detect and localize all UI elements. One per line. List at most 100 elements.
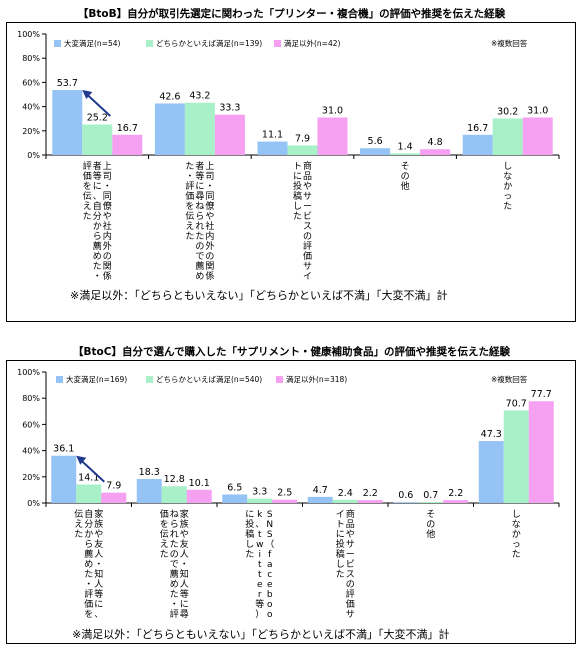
bar [332, 499, 358, 503]
data-label: 43.2 [189, 91, 210, 102]
data-label: 2.2 [448, 488, 463, 499]
data-label: 53.7 [57, 78, 78, 89]
x-category-label: 上司・同僚や社内外の関係者等に尋ねられたので薦めた・評価を伝えた [185, 161, 214, 282]
bar [462, 134, 493, 155]
data-label: 5.6 [368, 136, 383, 147]
data-label: 2.5 [277, 488, 292, 499]
bar [420, 149, 451, 155]
y-tick-label: 60% [22, 420, 40, 429]
data-label: 18.3 [139, 467, 160, 478]
legend-swatch [276, 376, 283, 383]
data-label: 47.3 [481, 429, 502, 440]
data-label: 31.0 [322, 105, 343, 116]
legend-entry: 大変満足(n=169) [66, 374, 127, 384]
data-label: 30.2 [497, 106, 518, 117]
data-label: 70.7 [506, 398, 527, 409]
bar [161, 486, 187, 503]
chart2-plot: 0% 20% 40% 60% 80% 100% 36.1 14.1 7.9 家族や友人・知人等に、… [17, 368, 560, 620]
data-label: 25.2 [87, 113, 108, 124]
bar [52, 90, 83, 155]
bar [528, 401, 554, 503]
chart2-title: 【BtoC】自分で選んで購入した「サプリメント・健康補助食品」の評価や推奨を伝え… [73, 346, 510, 358]
chart1-frame [6, 22, 576, 322]
x-category-label: S N S （f a c e b o ok、 t w i t t e r 等）に投稿した [245, 509, 274, 620]
bar [257, 141, 288, 155]
chart2-footnote: ※満足以外：「どちらともいえない」「どちらかといえば不満」「大変不満」計 [72, 628, 450, 641]
data-label: 4.8 [428, 137, 443, 148]
data-label: 11.1 [262, 130, 283, 141]
x-category-label: その他 [401, 161, 410, 192]
legend-swatch [146, 376, 153, 383]
bar [357, 500, 383, 503]
bar [222, 494, 248, 503]
y-tick-label: 0% [27, 499, 40, 508]
data-label: 7.9 [106, 481, 121, 492]
x-category-label: 商品やサービスの評価サイトに投稿した [293, 160, 312, 282]
chart1-footnote: ※満足以外：「どちらともいえない」「どちらかといえば不満」「大変不満」計 [70, 289, 448, 302]
bar [492, 118, 523, 155]
y-tick-label: 60% [22, 78, 40, 87]
legend-swatch [54, 40, 61, 47]
chart1-title: 【BtoB】自分が取引先選定に関わった「プリンター・複合機」の評価や推奨を伝えた… [77, 8, 506, 20]
data-label: 10.1 [189, 478, 210, 489]
bar [503, 410, 529, 503]
y-tick-label: 40% [22, 103, 40, 112]
x-category-label: 家族や友人・知人等に尋ねられたので薦めた・評価を伝えた [160, 508, 189, 620]
data-label: 7.9 [295, 133, 310, 144]
bar [112, 134, 143, 155]
x-category-label: 商品やサービスの評価サイトに投稿した [336, 508, 355, 620]
data-label: 36.1 [53, 444, 74, 455]
chart1-plot: 0% 20% 40% 60% 80% 100% 53.7 25.2 16.7 上司・同僚や社内外の… [17, 30, 560, 282]
y-tick-label: 20% [22, 127, 40, 136]
y-tick-label: 40% [22, 447, 40, 456]
bar [360, 148, 391, 155]
data-label: 1.4 [398, 141, 413, 152]
data-label: 0.6 [398, 490, 413, 501]
data-label: 16.7 [467, 123, 488, 134]
x-category-label: しなかった [503, 161, 512, 212]
x-category-label: しなかった [512, 509, 521, 560]
legend-entry: どちらかといえば満足(n=139) [156, 39, 262, 48]
bar [214, 114, 245, 155]
data-label: 16.7 [117, 123, 138, 134]
data-label: 12.8 [164, 474, 185, 485]
data-label: 2.4 [338, 488, 353, 499]
data-label: 3.3 [252, 487, 267, 498]
legend-swatch [146, 40, 153, 47]
bar [136, 479, 162, 503]
bar [390, 153, 421, 155]
bar [82, 124, 113, 155]
y-tick-label: 100% [17, 30, 40, 39]
bar [522, 117, 553, 155]
data-label: 14.1 [78, 473, 99, 484]
bar [317, 117, 348, 155]
multiple-answer-note: ※複数回答 [491, 374, 528, 384]
bar [443, 500, 469, 503]
legend-swatch [56, 376, 63, 383]
multiple-answer-note: ※複数回答 [491, 38, 528, 48]
data-label: 77.7 [531, 389, 552, 400]
bar [272, 499, 298, 503]
bar [393, 502, 419, 503]
bar [307, 496, 333, 503]
data-label: 4.7 [313, 485, 328, 496]
bar [184, 102, 215, 155]
data-label: 2.2 [363, 488, 378, 499]
legend-entry: 満足以外(n=42) [284, 38, 341, 48]
data-label: 31.0 [527, 105, 548, 116]
bar [247, 498, 273, 503]
y-tick-label: 80% [22, 54, 40, 63]
data-label: 42.6 [159, 91, 180, 102]
legend-entry: 大変満足(n=54) [64, 38, 121, 48]
bar [418, 502, 444, 503]
bar [478, 441, 504, 503]
y-tick-label: 0% [27, 151, 40, 160]
y-tick-label: 20% [22, 473, 40, 482]
y-tick-label: 80% [22, 394, 40, 403]
bar [186, 489, 212, 503]
legend-swatch [274, 40, 281, 47]
x-category-label: その他 [426, 509, 435, 540]
legend-entry: 満足以外(n=318) [286, 374, 347, 384]
x-category-label: 上司・同僚や社内外の関係者等に、自分から薦めた・評価を伝えた [83, 160, 112, 282]
bar [287, 145, 318, 155]
